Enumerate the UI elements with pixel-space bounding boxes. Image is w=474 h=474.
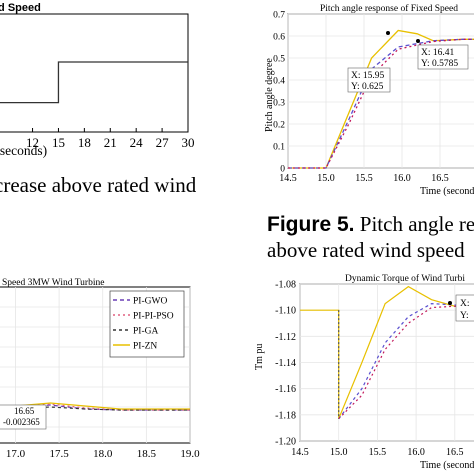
caption-figure5-line1: Figure 5. Pitch angle res bbox=[267, 212, 474, 236]
speed-x-tick-label: 19.0 bbox=[180, 448, 200, 460]
pitch-x-tick-label: 15.0 bbox=[317, 173, 335, 184]
wind-speed-chart: Wind Speed 12 15 18 21 24 27 30 Time (seconds) bbox=[0, 2, 195, 158]
pitch-x-tick-label: 14.5 bbox=[279, 173, 297, 184]
torque-x-tick-label: 14.5 bbox=[291, 447, 309, 458]
speed-legend-label: PI-GWO bbox=[133, 297, 167, 307]
speed-legend: PI-GWO PI-PI-PSO PI-GA PI-ZN bbox=[109, 290, 185, 358]
speed-chart: Speed 3MW Wind Turbine 17.0 17.5 18.0 18.5 1… bbox=[0, 278, 200, 460]
torque-x-tick-label: 16.5 bbox=[446, 447, 464, 458]
torque-series-line bbox=[338, 303, 474, 420]
torque-x-tick-label: 16.0 bbox=[407, 447, 425, 458]
torque-y-tick-label: -1.10 bbox=[275, 306, 296, 317]
speed-legend-label: PI-GA bbox=[133, 327, 158, 337]
torque-series-line bbox=[338, 305, 474, 420]
caption-figure5-text: Pitch angle res bbox=[355, 212, 474, 236]
pitch-annotation-2-x: X: 16.41 bbox=[421, 48, 455, 58]
wind-x-tick-label: 30 bbox=[182, 135, 195, 150]
pitch-annotation-2-y: Y: 0.5785 bbox=[421, 59, 458, 69]
pitch-series-line bbox=[288, 29, 474, 169]
torque-y-tick-label: -1.18 bbox=[275, 410, 296, 421]
wind-chart-title: Wind Speed bbox=[0, 2, 41, 14]
pitch-y-tick-label: 0.6 bbox=[273, 33, 285, 43]
pitch-x-tick-label: 15.5 bbox=[355, 173, 373, 184]
pitch-series-group bbox=[288, 29, 474, 169]
torque-x-axis-label: Time (seconds) bbox=[420, 460, 474, 471]
torque-datatip-marker bbox=[448, 301, 452, 305]
wind-x-tick-label: 27 bbox=[156, 135, 170, 150]
pitch-y-tick-label: 0.7 bbox=[273, 11, 285, 21]
pitch-series-line bbox=[288, 38, 474, 169]
pitch-x-axis-label: Time (seconds) bbox=[420, 186, 474, 197]
wind-plot-frame bbox=[0, 13, 189, 133]
wind-x-tick-label: 15 bbox=[52, 135, 65, 150]
torque-annotation-y: Y: bbox=[460, 311, 469, 321]
torque-y-axis-label: Tm pu bbox=[254, 344, 265, 370]
pitch-y-tick-label: 0 bbox=[280, 165, 285, 175]
caption-figure5-label: Figure 5. bbox=[267, 213, 355, 236]
speed-x-tick-labels: 17.0 17.5 18.0 18.5 19.0 bbox=[6, 448, 200, 460]
torque-series-group bbox=[300, 285, 474, 420]
pitch-annotation-1-x: X: 15.95 bbox=[351, 71, 385, 81]
wind-series-group bbox=[0, 61, 188, 104]
speed-annotation-x: 16.65 bbox=[14, 406, 35, 416]
pitch-angle-chart: Pitch angle response of Fixed Speed Pitc… bbox=[264, 3, 474, 197]
speed-x-tick-label: 18.0 bbox=[93, 448, 113, 460]
wind-x-tick-label: 12 bbox=[26, 135, 39, 150]
pitch-y-tick-label: 0.4 bbox=[273, 77, 285, 87]
pitch-y-tick-labels: 0 0.1 0.2 0.3 0.4 0.5 0.6 0.7 bbox=[273, 11, 285, 175]
pitch-x-tick-label: 16.5 bbox=[431, 173, 449, 184]
wind-x-tick-labels: 12 15 18 21 24 27 30 bbox=[26, 128, 195, 150]
torque-annotation-x: X: bbox=[460, 299, 470, 309]
torque-x-tick-labels: 14.5 15.0 15.5 16.0 16.5 bbox=[291, 447, 463, 458]
torque-x-tick-label: 15.5 bbox=[369, 447, 387, 458]
speed-legend-box bbox=[109, 290, 185, 358]
speed-annotation-box bbox=[0, 404, 47, 430]
torque-annotation-box bbox=[455, 294, 474, 322]
pitch-y-axis-label: Pitch angle degree bbox=[264, 58, 275, 132]
torque-y-tick-label: -1.14 bbox=[275, 358, 296, 369]
speed-annotation-y: -0.002365 bbox=[3, 417, 40, 427]
speed-x-tick-label: 17.0 bbox=[6, 448, 26, 460]
wind-x-tick-label: 18 bbox=[78, 135, 91, 150]
speed-chart-title: Speed 3MW Wind Turbine bbox=[2, 278, 104, 288]
torque-y-tick-label: -1.12 bbox=[275, 332, 296, 343]
torque-x-tick-label: 15.0 bbox=[330, 447, 348, 458]
pitch-series-line bbox=[288, 38, 474, 169]
speed-legend-label: PI-ZN bbox=[133, 342, 157, 352]
pitch-y-tick-label: 0.1 bbox=[273, 143, 285, 153]
pitch-chart-title: Pitch angle response of Fixed Speed bbox=[320, 3, 458, 14]
caption-figure5-line2: above rated wind speed bbox=[267, 238, 465, 262]
speed-legend-items: PI-GWO PI-PI-PSO PI-GA PI-ZN bbox=[113, 297, 174, 352]
speed-legend-label: PI-PI-PSO bbox=[133, 312, 174, 322]
pitch-x-tick-label: 16.0 bbox=[393, 173, 411, 184]
torque-chart: Dynamic Torque of Wind Turbi Tm pu -1.08… bbox=[254, 273, 474, 471]
pitch-y-tick-label: 0.5 bbox=[273, 55, 285, 65]
pitch-datatip-marker-1 bbox=[386, 31, 390, 35]
pitch-x-tick-labels: 14.5 15.0 15.5 16.0 16.5 bbox=[279, 173, 449, 184]
pitch-y-tick-label: 0.2 bbox=[273, 121, 285, 131]
torque-y-tick-label: -1.16 bbox=[275, 384, 296, 395]
wind-x-axis-label: Time (seconds) bbox=[0, 143, 47, 158]
caption-left: crease above rated wind bbox=[0, 173, 197, 197]
speed-x-tick-label: 18.5 bbox=[137, 448, 157, 460]
pitch-datatip-marker-2 bbox=[416, 39, 420, 43]
pitch-y-tick-label: 0.3 bbox=[273, 99, 285, 109]
torque-chart-title: Dynamic Torque of Wind Turbi bbox=[345, 273, 465, 284]
speed-series-line bbox=[0, 403, 190, 411]
wind-x-tick-label: 24 bbox=[130, 135, 144, 150]
pitch-annotation-1-y: Y: 0.625 bbox=[351, 82, 384, 92]
speed-x-tick-label: 17.5 bbox=[49, 448, 69, 460]
pitch-annotation-box-2 bbox=[417, 44, 469, 70]
torque-y-tick-label: -1.20 bbox=[275, 437, 296, 448]
pitch-annotation-box-1 bbox=[347, 67, 391, 93]
wind-x-tick-label: 21 bbox=[104, 135, 117, 150]
torque-y-tick-labels: -1.08 -1.10 -1.12 -1.14 -1.16 -1.18 -1.20 bbox=[275, 280, 296, 448]
wind-series-line bbox=[0, 61, 188, 104]
torque-y-tick-label: -1.08 bbox=[275, 280, 296, 291]
